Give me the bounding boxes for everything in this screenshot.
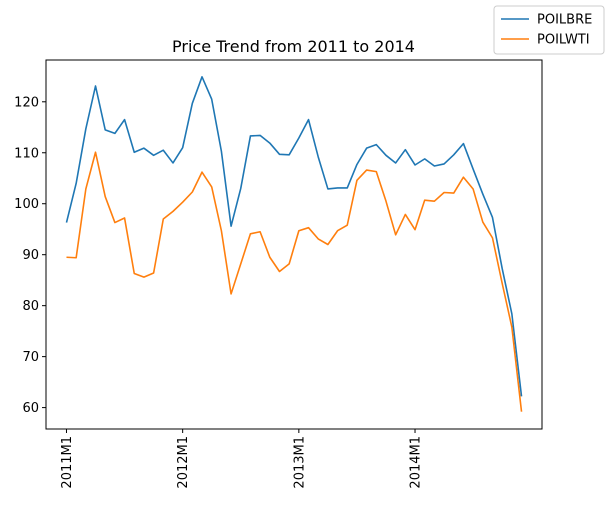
legend-label-poilbre: POILBRE [537,13,592,28]
y-tick-label: 110 [14,146,39,161]
series-line-poilwti [66,151,523,412]
chart-title: Price Trend from 2011 to 2014 [172,37,415,56]
y-tick-label: 80 [22,299,39,314]
x-tick-label: 2012M1 [176,436,191,489]
x-tick-label: 2013M1 [292,436,307,489]
legend-box [493,5,605,55]
y-tick-label: 100 [14,197,39,212]
y-tick-label: 60 [22,401,39,416]
legend: POILBRE POILWTI [493,5,605,55]
axes: 60 70 80 90 100 110 120 2011M1 2012M1 2013M1 2014M… [14,95,423,488]
x-tick-label: 2014M1 [409,436,424,489]
series-line-poilbre [65,76,523,397]
y-tick-label: 120 [14,95,39,110]
y-tick-label: 90 [22,248,39,263]
legend-label-poilwti: POILWTI [537,33,590,48]
series-lines [65,76,523,412]
x-tick-label: 2011M1 [60,436,75,489]
y-tick-label: 70 [22,350,39,365]
plot-frame [45,59,543,430]
